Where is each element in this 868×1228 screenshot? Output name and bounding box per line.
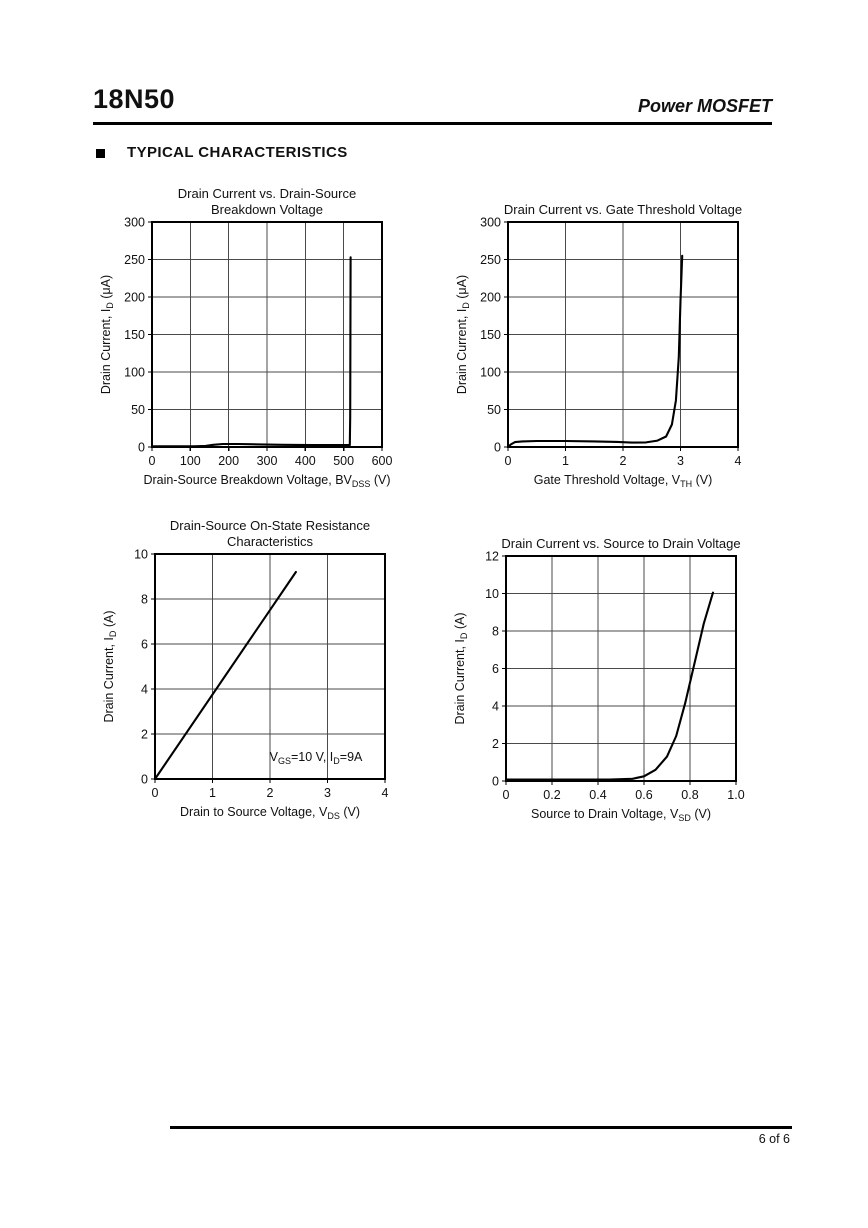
- x-tick-label: 1: [562, 454, 569, 468]
- x-tick-label: 2: [620, 454, 627, 468]
- x-axis-label: Drain to Source Voltage, VDS (V): [180, 805, 360, 821]
- section-title: TYPICAL CHARACTERISTICS: [127, 144, 348, 161]
- chart-breakdown-voltage: 0 100 200 300 400 500 600 0 50 100 150 200 250 300 Dra…: [98, 184, 396, 500]
- x-tick-label: 4: [735, 454, 742, 468]
- y-tick-label: 200: [124, 291, 145, 305]
- y-tick-label: 250: [124, 253, 145, 267]
- x-tick-label: 1: [209, 786, 216, 800]
- x-tick-label: 400: [295, 454, 316, 468]
- y-tick-label: 300: [480, 216, 501, 230]
- y-tick-label: 0: [138, 441, 145, 455]
- x-tick-label: 3: [324, 786, 331, 800]
- y-tick-label: 50: [487, 403, 501, 417]
- header-rule: [93, 122, 772, 125]
- data-curve-drain-current: [150, 256, 352, 448]
- chart-on-state-resistance: 0 1 2 3 4 0 2 4 6 8 10 Drain-Source On-State Resist…: [101, 516, 399, 832]
- y-axis-label: Drain Current, ID (A): [453, 612, 469, 724]
- x-tick-label: 0: [152, 786, 159, 800]
- x-axis-label: Gate Threshold Voltage, VTH (V): [534, 473, 713, 489]
- y-tick-label: 150: [480, 328, 501, 342]
- x-tick-label: 3: [677, 454, 684, 468]
- x-tick-label: 0: [503, 788, 510, 802]
- chart-title: Drain-Source On-State Resistance: [170, 518, 370, 533]
- data-curve-drain-current: [506, 254, 684, 449]
- x-tick-label: 2: [267, 786, 274, 800]
- y-tick-label: 4: [492, 700, 499, 714]
- y-tick-label: 10: [485, 587, 499, 601]
- x-tick-label: 600: [372, 454, 393, 468]
- x-tick-label: 0: [149, 454, 156, 468]
- y-tick-label: 0: [492, 775, 499, 789]
- y-tick-label: 0: [494, 441, 501, 455]
- y-tick-label: 8: [492, 625, 499, 639]
- y-tick-label: 200: [480, 291, 501, 305]
- chart-canvas: 0 1 2 3 4 0 2 4 6 8 10 Drain-Source On-State Resist…: [102, 518, 389, 821]
- y-axis-label: Drain Current, ID (μA): [99, 275, 115, 394]
- x-axis-label: Source to Drain Voltage, VSD (V): [531, 807, 711, 823]
- y-tick-label: 10: [134, 548, 148, 562]
- x-tick-label: 0: [505, 454, 512, 468]
- y-tick-label: 2: [492, 737, 499, 751]
- x-tick-label: 1.0: [727, 788, 744, 802]
- y-tick-label: 6: [141, 638, 148, 652]
- square-bullet-icon: [96, 148, 105, 158]
- x-tick-label: 0.4: [589, 788, 606, 802]
- y-tick-label: 50: [131, 403, 145, 417]
- x-tick-label: 4: [382, 786, 389, 800]
- footer-rule: [170, 1126, 792, 1129]
- chart-gate-threshold: 0 1 2 3 4 0 50 100 150 200 250 300 Drain Current vs.…: [454, 184, 752, 500]
- y-tick-label: 100: [124, 366, 145, 380]
- chart-title: Drain Current vs. Gate Threshold Voltage: [504, 202, 742, 217]
- y-tick-label: 0: [141, 773, 148, 787]
- x-tick-label: 0.8: [681, 788, 698, 802]
- test-conditions-annotation: VGS=10 V, ID=9A: [270, 750, 363, 766]
- chart-title: Drain Current vs. Source to Drain Voltag…: [501, 536, 740, 551]
- product-family-title: Power MOSFET: [637, 96, 772, 116]
- y-tick-label: 6: [492, 662, 499, 676]
- y-tick-label: 4: [141, 683, 148, 697]
- page-number: 6 of 6: [758, 1132, 790, 1146]
- x-tick-label: 300: [257, 454, 278, 468]
- chart-title: Breakdown Voltage: [211, 202, 323, 217]
- x-tick-label: 200: [218, 454, 239, 468]
- x-tick-label: 500: [333, 454, 354, 468]
- y-tick-label: 300: [124, 216, 145, 230]
- x-axis-label: Drain-Source Breakdown Voltage, BVDSS (V…: [143, 473, 390, 489]
- chart-source-drain-voltage: 0 0.2 0.4 0.6 0.8 1.0 0 2 4 6 8 10 12 Drain Current v…: [452, 518, 750, 834]
- y-tick-label: 100: [480, 366, 501, 380]
- y-axis-label: Drain Current, ID (A): [102, 610, 118, 722]
- x-tick-label: 0.2: [543, 788, 560, 802]
- x-tick-label: 0.6: [635, 788, 652, 802]
- section-heading: TYPICAL CHARACTERISTICS: [96, 144, 348, 161]
- y-tick-label: 150: [124, 328, 145, 342]
- y-tick-label: 8: [141, 593, 148, 607]
- y-axis-label: Drain Current, ID (μA): [455, 275, 471, 394]
- data-curve-on-state-line: [153, 570, 297, 781]
- data-curve-body-diode: [504, 591, 715, 781]
- y-tick-label: 250: [480, 253, 501, 267]
- x-tick-label: 100: [180, 454, 201, 468]
- y-tick-label: 2: [141, 728, 148, 742]
- chart-title: Characteristics: [227, 534, 313, 549]
- part-number: 18N50: [93, 84, 176, 114]
- chart-title: Drain Current vs. Drain-Source: [178, 186, 356, 201]
- chart-canvas: 0 100 200 300 400 500 600 0 50 100 150 200 250 300 Dra…: [99, 186, 393, 489]
- y-tick-label: 12: [485, 550, 499, 564]
